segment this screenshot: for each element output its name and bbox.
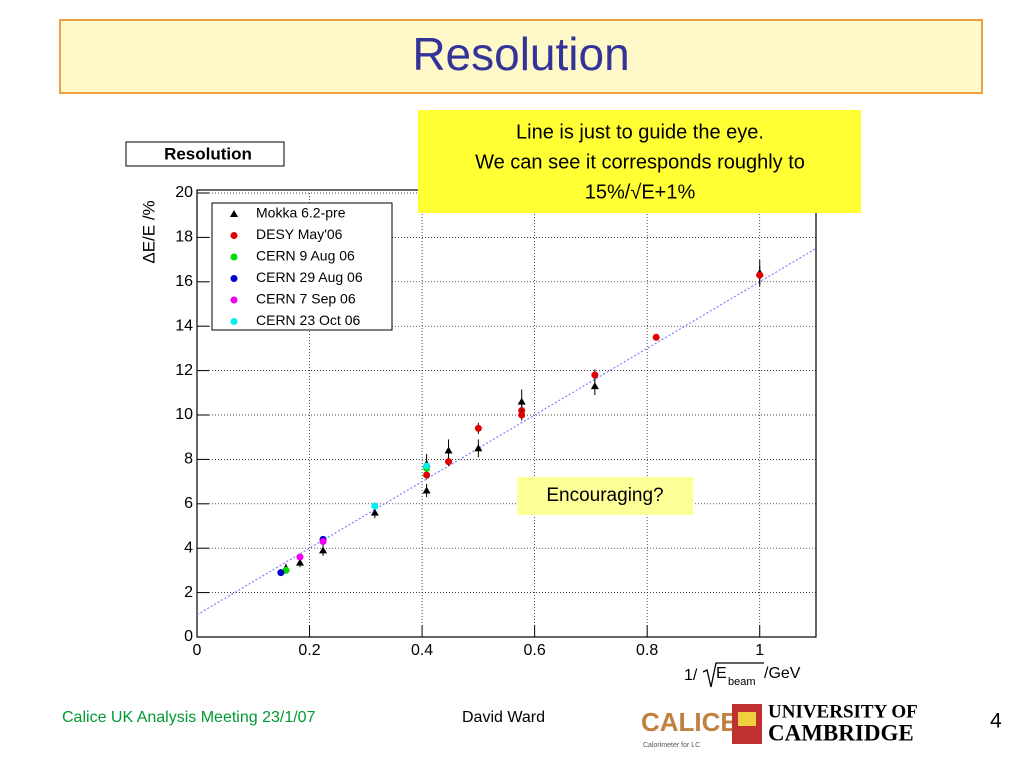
y-axis-label: ΔE/E /% — [139, 200, 158, 263]
y-tick-label: 14 — [175, 317, 193, 334]
marker — [518, 411, 526, 419]
x-label-base: E — [716, 665, 727, 682]
marker — [474, 444, 483, 452]
marker — [319, 546, 328, 554]
marker — [370, 508, 379, 516]
marker — [474, 424, 482, 432]
footer-author: David Ward — [462, 709, 545, 726]
logo-text: CAMBRIDGE — [768, 720, 914, 745]
legend-label: Mokka 6.2-pre — [256, 205, 346, 221]
marker — [423, 462, 431, 470]
marker — [319, 538, 327, 546]
marker — [591, 371, 599, 379]
y-tick-label: 18 — [175, 229, 193, 246]
x-tick-label: 0.6 — [524, 642, 546, 659]
annotation-line: 15%/√E+1% — [585, 181, 696, 203]
x-tick-label: 0.4 — [411, 642, 433, 659]
y-tick-label: 12 — [175, 362, 193, 379]
x-label-sub: beam — [728, 676, 756, 688]
marker — [422, 486, 431, 494]
footer-left: Calice UK Analysis Meeting 23/1/07 — [62, 709, 316, 726]
legend-marker — [230, 232, 238, 239]
y-tick-label: 4 — [184, 539, 193, 556]
marker — [445, 458, 453, 466]
legend-label: CERN 29 Aug 06 — [256, 269, 363, 285]
y-tick-label: 0 — [184, 628, 193, 645]
x-tick-label: 0.2 — [298, 642, 320, 659]
legend-marker — [230, 210, 238, 217]
plot: 0 2 4 6 8 10 12 14 16 18 20 0 0.2 0.4 0.6 0.8 1 Mokka 6.2… — [175, 184, 817, 659]
slide-title: Resolution — [412, 28, 629, 80]
histogram-title-box — [125, 141, 285, 167]
legend-marker — [230, 275, 238, 282]
logo-cambridge: UNIVERSITY OF CAMBRIDGE — [732, 701, 918, 745]
y-tick-label: 8 — [184, 451, 193, 468]
marker — [295, 558, 304, 566]
legend-marker — [230, 253, 238, 261]
annotation-line: We can see it corresponds roughly to — [475, 151, 805, 173]
y-tick-label: 6 — [184, 495, 193, 512]
y-tick-label: 10 — [175, 406, 193, 423]
x-label-prefix: 1/ — [684, 667, 698, 684]
marker — [277, 569, 285, 577]
annotation-box — [418, 110, 861, 213]
legend-label: DESY May'06 — [256, 226, 343, 242]
marker — [444, 446, 453, 454]
legend-marker — [230, 296, 238, 304]
y-tick-label: 16 — [175, 273, 193, 290]
chart-title: Resolution — [164, 144, 252, 163]
marker — [590, 382, 599, 390]
annotation-box — [517, 477, 693, 515]
sqrt-sign — [702, 662, 764, 688]
logo-text: CALICE — [641, 707, 738, 737]
annotation-line: Encouraging? — [546, 485, 663, 506]
crest-detail — [738, 712, 756, 726]
marker — [652, 333, 660, 341]
x-tick-label: 0 — [193, 642, 202, 659]
legend-box — [211, 202, 393, 331]
x-label-suffix: /GeV — [764, 665, 801, 682]
y-tick-label: 20 — [175, 184, 193, 201]
x-tick-label: 1 — [755, 642, 764, 659]
legend-label: CERN 23 Oct 06 — [256, 312, 360, 328]
marker — [423, 471, 431, 479]
x-tick-label: 0.8 — [636, 642, 658, 659]
title-box — [59, 19, 983, 94]
x-axis-label: 1/ E beam /GeV — [684, 662, 801, 688]
marker — [371, 502, 379, 510]
annotation-line: Line is just to guide the eye. — [516, 121, 764, 143]
marker — [756, 271, 764, 279]
logo-subtext: Calorimeter for LC — [643, 742, 700, 749]
y-tick-label: 2 — [184, 584, 193, 601]
marker — [296, 553, 304, 561]
page-number: 4 — [990, 710, 1002, 733]
legend-label: CERN 7 Sep 06 — [256, 291, 356, 307]
logo-calice: CALICE Calorimeter for LC — [641, 707, 738, 749]
legend-label: CERN 9 Aug 06 — [256, 248, 355, 264]
logo-text: UNIVERSITY OF — [768, 701, 918, 722]
legend-marker — [230, 318, 238, 325]
marker — [517, 397, 526, 405]
